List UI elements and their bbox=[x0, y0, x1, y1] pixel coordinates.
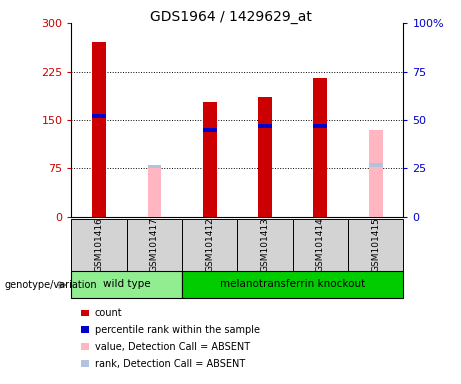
FancyBboxPatch shape bbox=[237, 219, 293, 271]
FancyBboxPatch shape bbox=[182, 271, 403, 298]
Text: GSM101413: GSM101413 bbox=[260, 217, 270, 272]
Text: percentile rank within the sample: percentile rank within the sample bbox=[95, 325, 260, 335]
Bar bbox=[258, 98, 272, 217]
FancyBboxPatch shape bbox=[182, 219, 237, 271]
Bar bbox=[148, 167, 161, 217]
Text: GSM101416: GSM101416 bbox=[95, 217, 104, 272]
Bar bbox=[92, 43, 106, 217]
Text: GSM101417: GSM101417 bbox=[150, 217, 159, 272]
Bar bbox=[258, 124, 272, 128]
Text: genotype/variation: genotype/variation bbox=[5, 280, 97, 290]
FancyBboxPatch shape bbox=[71, 271, 182, 298]
Text: value, Detection Call = ABSENT: value, Detection Call = ABSENT bbox=[95, 342, 249, 352]
Text: rank, Detection Call = ABSENT: rank, Detection Call = ABSENT bbox=[95, 359, 245, 369]
Text: GSM101414: GSM101414 bbox=[316, 217, 325, 272]
Bar bbox=[203, 102, 217, 217]
Bar bbox=[313, 78, 327, 217]
Bar bbox=[203, 128, 217, 132]
Text: GSM101412: GSM101412 bbox=[205, 217, 214, 272]
FancyBboxPatch shape bbox=[293, 219, 348, 271]
Text: melanotransferrin knockout: melanotransferrin knockout bbox=[220, 279, 366, 289]
FancyBboxPatch shape bbox=[348, 219, 403, 271]
Bar bbox=[313, 124, 327, 128]
Bar bbox=[92, 114, 106, 118]
FancyBboxPatch shape bbox=[71, 219, 127, 271]
FancyBboxPatch shape bbox=[127, 219, 182, 271]
Text: count: count bbox=[95, 308, 122, 318]
Text: wild type: wild type bbox=[103, 279, 151, 289]
Bar bbox=[369, 163, 383, 167]
Text: GSM101415: GSM101415 bbox=[371, 217, 380, 272]
Bar bbox=[148, 165, 161, 169]
Bar bbox=[369, 130, 383, 217]
Text: GDS1964 / 1429629_at: GDS1964 / 1429629_at bbox=[149, 10, 312, 23]
